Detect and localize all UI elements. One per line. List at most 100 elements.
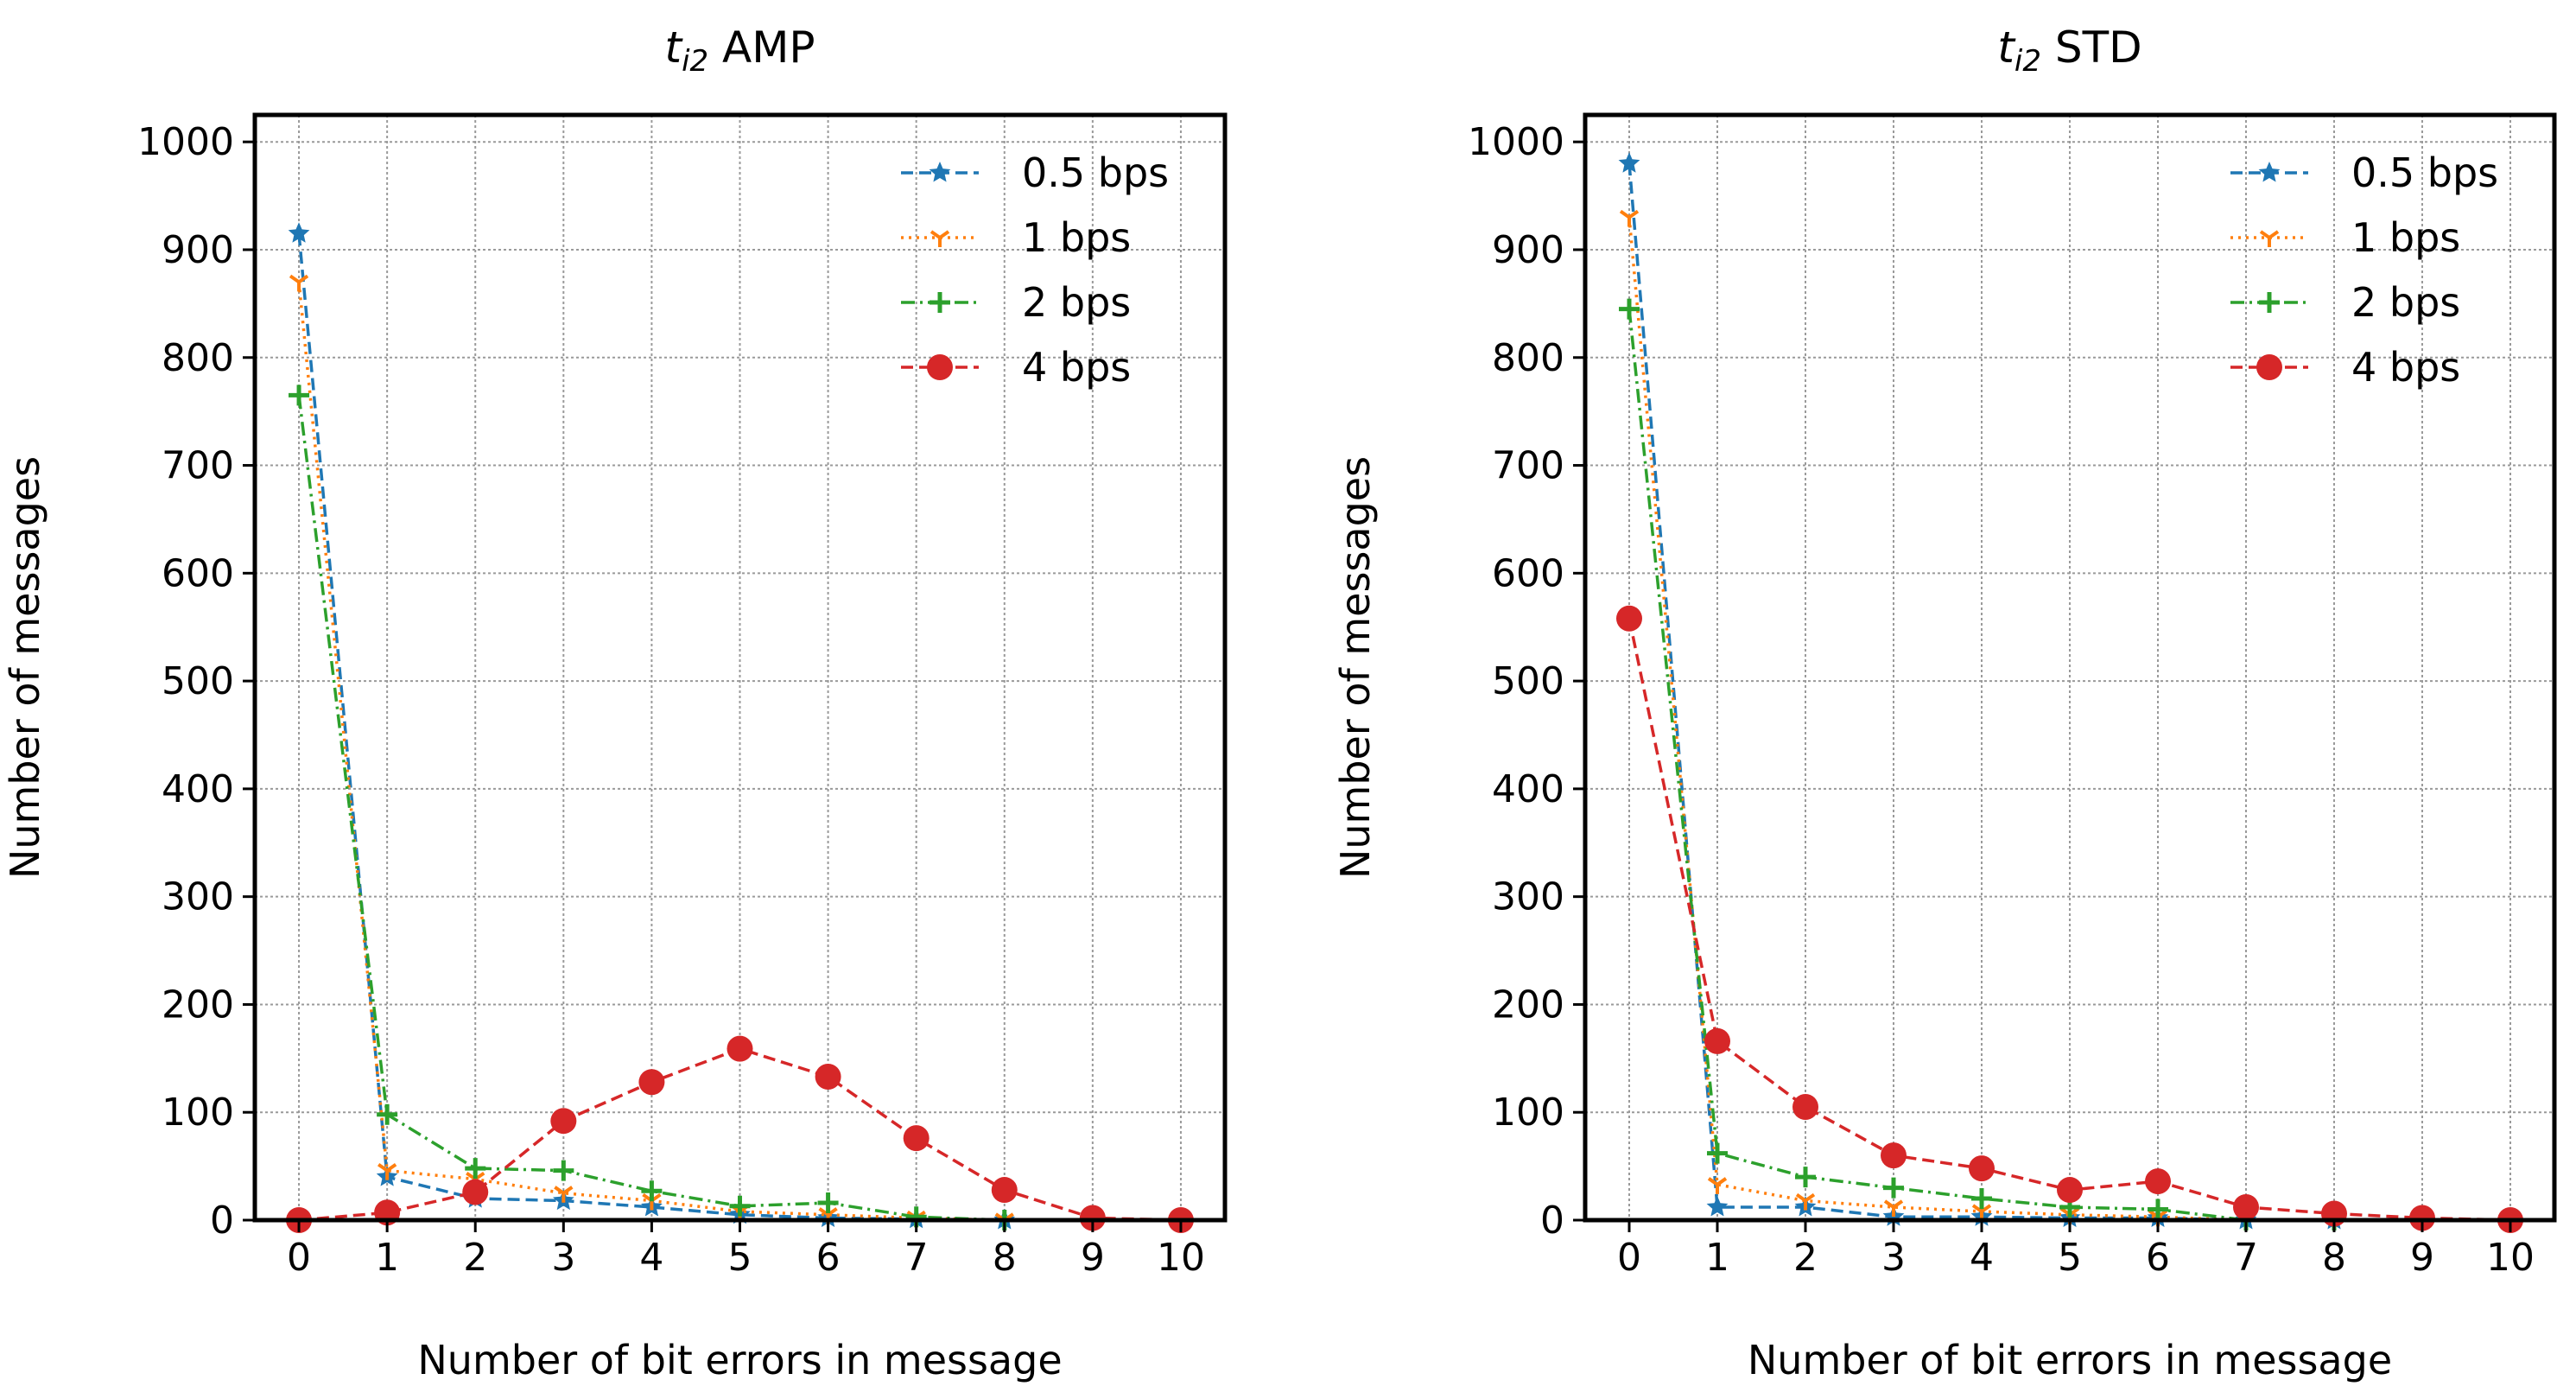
legend-label: 1 bps	[2351, 214, 2460, 261]
data-point	[1707, 1177, 1728, 1194]
data-point	[1616, 605, 1642, 632]
x-tick-label: 10	[2486, 1236, 2535, 1280]
y-tick-label: 800	[1492, 336, 1564, 380]
x-tick-label: 4	[1970, 1236, 1994, 1280]
y-tick-label: 700	[162, 444, 234, 488]
x-tick-label: 0	[287, 1236, 311, 1280]
data-point	[1881, 1142, 1907, 1169]
legend-label: 2 bps	[2351, 279, 2460, 326]
data-point	[638, 1069, 665, 1096]
data-point	[1707, 1142, 1728, 1164]
y-tick-label: 1000	[1468, 120, 1564, 164]
x-tick-label: 10	[1157, 1236, 1205, 1280]
data-point	[2145, 1168, 2171, 1195]
data-point	[817, 1192, 839, 1214]
data-point	[377, 1162, 397, 1180]
legend-label: 0.5 bps	[1022, 149, 1169, 196]
data-point	[815, 1064, 841, 1091]
y-tick-label: 200	[1492, 982, 1564, 1027]
chart-title-rest: STD	[2041, 22, 2142, 73]
legend: 0.5 bps 1 bps 2 bps 4 bps	[2230, 149, 2498, 391]
legend-marker	[927, 354, 953, 380]
data-point	[289, 385, 310, 406]
data-point	[729, 1195, 751, 1217]
x-tick-label: 8	[993, 1236, 1017, 1280]
data-point	[1883, 1199, 1904, 1218]
y-tick-label: 0	[210, 1199, 234, 1243]
data-point	[1619, 209, 1640, 227]
data-point	[554, 1186, 574, 1203]
data-point	[903, 1125, 930, 1152]
x-tick-label: 7	[904, 1236, 929, 1280]
data-point	[1704, 1027, 1730, 1054]
x-tick-label: 9	[1081, 1236, 1105, 1280]
chart-title-subscript: i2	[2014, 44, 2041, 79]
data-point	[726, 1035, 753, 1062]
x-tick-label: 8	[2322, 1236, 2346, 1280]
data-point	[550, 1108, 577, 1135]
y-tick-label: 600	[162, 551, 234, 595]
y-tick-label: 300	[162, 875, 234, 919]
data-point	[2233, 1194, 2259, 1221]
data-point	[465, 1158, 486, 1180]
y-tick-label: 500	[1492, 659, 1564, 703]
data-point	[991, 1177, 1018, 1204]
x-tick-label: 6	[2146, 1236, 2170, 1280]
legend-label: 4 bps	[2351, 344, 2460, 391]
x-tick-label: 3	[1881, 1236, 1906, 1280]
x-tick-label: 7	[2234, 1236, 2258, 1280]
series-2-bps	[289, 385, 1191, 1230]
x-tick-label: 5	[728, 1236, 752, 1280]
y-tick-label: 400	[162, 767, 234, 811]
data-point	[289, 274, 309, 292]
chart-panel-1: 0 1 2 3 4 5 6 7 8 9 100100200300400500600700800900…	[2, 22, 1228, 1383]
legend-label: 2 bps	[1022, 279, 1131, 326]
chart-title-italic: t	[1997, 22, 2016, 73]
legend-label: 0.5 bps	[2351, 149, 2498, 196]
legend: 0.5 bps 1 bps 2 bps 4 bps	[901, 149, 1169, 391]
y-tick-label: 1000	[137, 120, 234, 164]
legend-label: 4 bps	[1022, 344, 1131, 391]
data-point	[553, 1160, 574, 1181]
x-axis-label: Number of bit errors in message	[1748, 1337, 2392, 1383]
chart-title-subscript: i2	[682, 44, 708, 79]
data-point	[641, 1180, 663, 1202]
legend-marker	[2256, 354, 2282, 380]
x-tick-label: 4	[639, 1236, 663, 1280]
chart-title-italic: t	[664, 22, 683, 73]
x-tick-label: 5	[2058, 1236, 2082, 1280]
data-point	[377, 1103, 398, 1125]
x-tick-label: 3	[551, 1236, 575, 1280]
data-point	[1706, 1196, 1729, 1217]
y-tick-label: 900	[1492, 228, 1564, 272]
data-point	[1619, 298, 1640, 320]
data-point	[1792, 1093, 1818, 1120]
y-tick-label: 500	[162, 659, 234, 703]
legend-marker	[930, 292, 950, 313]
x-tick-label: 2	[1793, 1236, 1818, 1280]
legend-marker	[2258, 162, 2281, 182]
y-tick-label: 100	[162, 1091, 234, 1135]
data-point	[1795, 1167, 1816, 1188]
x-tick-label: 1	[375, 1236, 399, 1280]
data-point	[1795, 1192, 1816, 1211]
y-tick-label: 100	[1492, 1091, 1564, 1135]
x-tick-label: 6	[816, 1236, 841, 1280]
y-tick-label: 400	[1492, 767, 1564, 811]
data-point	[1969, 1155, 1995, 1182]
y-axis-label: Number of messages	[2, 456, 48, 879]
data-point	[288, 222, 310, 243]
x-axis-label: Number of bit errors in message	[417, 1337, 1062, 1383]
chart-title: ti2 STD	[1997, 22, 2141, 79]
x-tick-label: 9	[2410, 1236, 2434, 1280]
legend-marker	[2259, 292, 2280, 313]
y-tick-label: 0	[1540, 1199, 1564, 1243]
data-point	[1883, 1177, 1904, 1199]
x-tick-label: 2	[463, 1236, 487, 1280]
series-4-bps	[1616, 605, 2523, 1233]
chart-title-rest: AMP	[708, 22, 815, 73]
y-tick-label: 300	[1492, 875, 1564, 919]
legend-marker	[2259, 230, 2280, 247]
y-tick-label: 900	[162, 228, 234, 272]
data-point	[462, 1179, 489, 1205]
